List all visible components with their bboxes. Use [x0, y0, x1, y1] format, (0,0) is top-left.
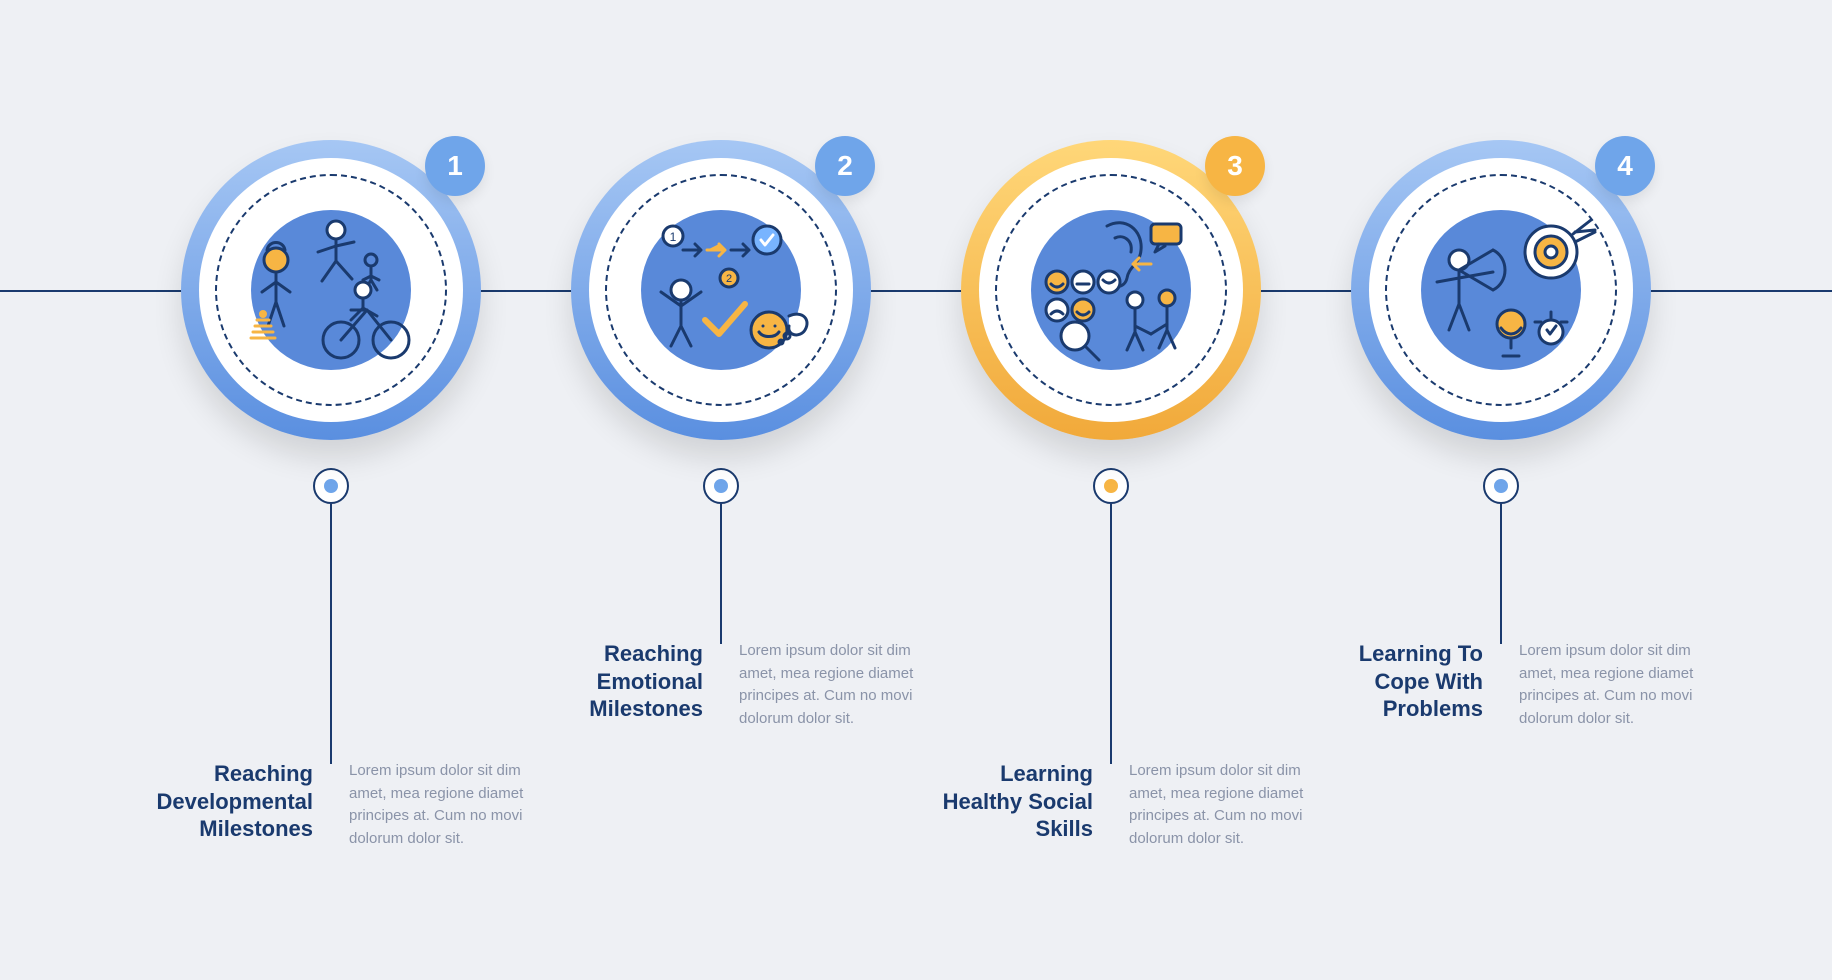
- connector-dot: [1093, 468, 1129, 504]
- svg-text:1: 1: [670, 230, 677, 244]
- milestones-emo-icon: 1 2: [611, 180, 831, 400]
- step-medallion: 3: [961, 140, 1261, 440]
- step-title: Reaching Emotional Milestones: [531, 640, 721, 730]
- step-title: Learning Healthy Social Skills: [921, 760, 1111, 850]
- step-number: 2: [837, 150, 853, 182]
- step-text-1: Reaching Developmental MilestonesLorem i…: [141, 760, 541, 850]
- step-title: Learning To Cope With Problems: [1311, 640, 1501, 730]
- step-medallion: 1 2: [571, 140, 871, 440]
- connector-stem: [330, 504, 332, 764]
- step-number-badge: 1: [425, 136, 485, 196]
- step-node-3: 3: [961, 140, 1261, 764]
- step-number-badge: 2: [815, 136, 875, 196]
- step-number-badge: 3: [1205, 136, 1265, 196]
- step-text-2: Reaching Emotional MilestonesLorem ipsum…: [531, 640, 931, 730]
- social-skills-icon: [1001, 180, 1221, 400]
- step-text-4: Learning To Cope With ProblemsLorem ipsu…: [1311, 640, 1711, 730]
- step-medallion: 1: [181, 140, 481, 440]
- connector-stem: [720, 504, 722, 644]
- step-body: Lorem ipsum dolor sit dim amet, mea regi…: [331, 760, 541, 850]
- step-body: Lorem ipsum dolor sit dim amet, mea regi…: [721, 640, 931, 730]
- connector-dot: [703, 468, 739, 504]
- connector-stem: [1500, 504, 1502, 644]
- milestones-dev-icon: [221, 180, 441, 400]
- step-text-3: Learning Healthy Social SkillsLorem ipsu…: [921, 760, 1321, 850]
- step-number: 4: [1617, 150, 1633, 182]
- step-number-badge: 4: [1595, 136, 1655, 196]
- connector-dot: [313, 468, 349, 504]
- step-node-1: 1: [181, 140, 481, 764]
- connector-dot: [1483, 468, 1519, 504]
- step-medallion: 4: [1351, 140, 1651, 440]
- step-body: Lorem ipsum dolor sit dim amet, mea regi…: [1111, 760, 1321, 850]
- cope-problems-icon: [1391, 180, 1611, 400]
- step-title: Reaching Developmental Milestones: [141, 760, 331, 850]
- connector-stem: [1110, 504, 1112, 764]
- svg-text:2: 2: [726, 273, 732, 285]
- step-number: 3: [1227, 150, 1243, 182]
- step-body: Lorem ipsum dolor sit dim amet, mea regi…: [1501, 640, 1711, 730]
- step-number: 1: [447, 150, 463, 182]
